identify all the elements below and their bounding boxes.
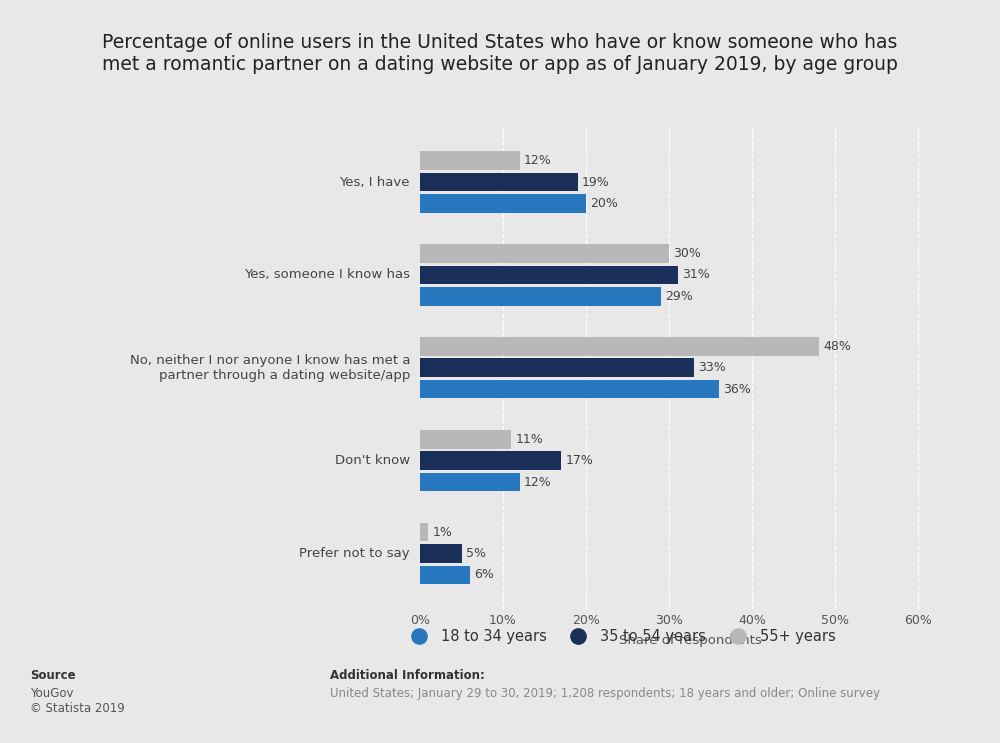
Text: 12%: 12%: [524, 476, 552, 488]
Text: Source: Source: [30, 669, 76, 681]
Bar: [420, 473, 520, 491]
Bar: [420, 244, 669, 263]
Legend: 18 to 34 years, 35 to 54 years, 55+ years: 18 to 34 years, 35 to 54 years, 55+ year…: [398, 623, 842, 650]
Text: No, neither I nor anyone I know has met a
partner through a dating website/app: No, neither I nor anyone I know has met …: [130, 354, 410, 382]
Text: United States; January 29 to 30, 2019; 1,208 respondents; 18 years and older; On: United States; January 29 to 30, 2019; 1…: [330, 687, 880, 700]
Text: 33%: 33%: [698, 361, 726, 374]
Bar: [420, 380, 719, 398]
Bar: [420, 152, 520, 170]
Text: 1%: 1%: [432, 526, 452, 539]
Text: 48%: 48%: [823, 340, 851, 353]
Text: 31%: 31%: [682, 268, 709, 282]
Text: 20%: 20%: [590, 197, 618, 210]
Text: 5%: 5%: [466, 547, 486, 560]
Text: Yes, I have: Yes, I have: [340, 175, 410, 189]
Text: 19%: 19%: [582, 175, 610, 189]
Text: 29%: 29%: [665, 290, 693, 302]
X-axis label: Share of respondents: Share of respondents: [619, 634, 761, 647]
Bar: [420, 430, 511, 449]
Bar: [420, 337, 819, 356]
Bar: [420, 523, 428, 542]
Text: Prefer not to say: Prefer not to say: [299, 547, 410, 560]
Text: 11%: 11%: [516, 433, 543, 446]
Text: YouGov
© Statista 2019: YouGov © Statista 2019: [30, 687, 125, 716]
Text: 30%: 30%: [673, 247, 701, 260]
Bar: [420, 172, 578, 191]
Bar: [420, 565, 470, 584]
Text: 17%: 17%: [565, 454, 593, 467]
Text: 6%: 6%: [474, 568, 494, 581]
Bar: [420, 358, 694, 377]
Text: Don't know: Don't know: [335, 454, 410, 467]
Text: Yes, someone I know has: Yes, someone I know has: [244, 268, 410, 282]
Text: 12%: 12%: [524, 155, 552, 167]
Bar: [420, 544, 462, 563]
Bar: [420, 265, 678, 284]
Bar: [420, 194, 586, 212]
Bar: [420, 451, 561, 470]
Bar: [420, 287, 661, 305]
Text: Percentage of online users in the United States who have or know someone who has: Percentage of online users in the United…: [102, 33, 898, 74]
Text: 36%: 36%: [723, 383, 751, 395]
Text: Additional Information:: Additional Information:: [330, 669, 485, 681]
